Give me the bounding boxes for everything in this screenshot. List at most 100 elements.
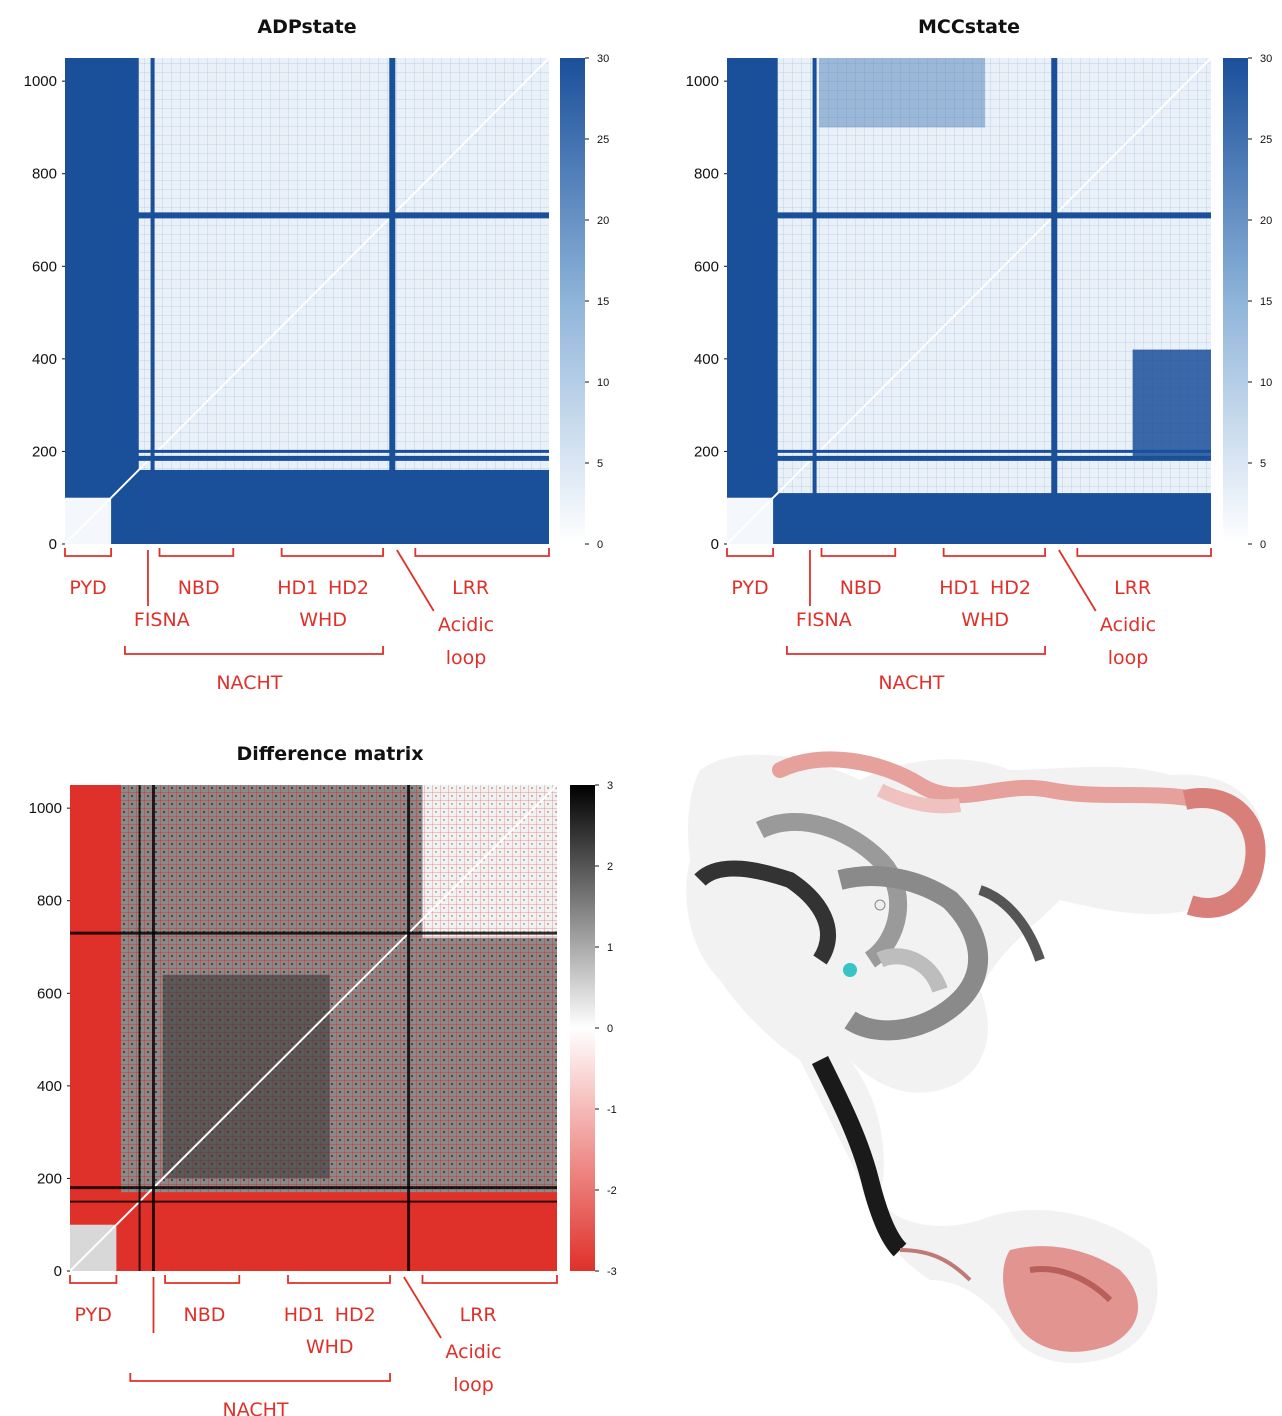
domain-label-pyd: PYD bbox=[69, 577, 106, 599]
colorbar-tick-label: 1 bbox=[607, 942, 613, 954]
acidic-loop-pointer bbox=[403, 1276, 442, 1339]
y-tick-label: 600 bbox=[694, 258, 719, 275]
domain-annotations: PYD NBD HD1 HD2 LRR FISNA WHD Acidic loop NACHT bbox=[64, 548, 550, 694]
heatmap-matrix bbox=[726, 57, 1212, 545]
protein-structure-cartoon bbox=[686, 751, 1266, 1364]
domain-label-acidic: Acidic bbox=[445, 1341, 501, 1363]
y-tick-label: 400 bbox=[694, 351, 719, 368]
domain-bracket bbox=[69, 1275, 118, 1284]
domain-label-fisna: FISNA bbox=[134, 609, 190, 631]
colorbar-tick-label: 20 bbox=[1260, 215, 1272, 227]
y-tick-label: 1000 bbox=[29, 800, 62, 817]
colorbar-tick-label: 10 bbox=[1260, 377, 1272, 389]
domain-bracket bbox=[280, 548, 384, 557]
domain-annotations: PYD NBD HD1 HD2 LRR WHD Acidic loop NACHT bbox=[69, 1275, 558, 1416]
domain-label-hd2: HD2 bbox=[335, 1304, 376, 1326]
heatmap-panel-3: Difference matrix 0 200 400 600 800 1000 -3 -2 -1… bbox=[29, 743, 617, 1416]
y-tick-label: 400 bbox=[32, 351, 57, 368]
colorbar-tick-label: -2 bbox=[607, 1185, 617, 1197]
colorbar-tick-label: 5 bbox=[1260, 458, 1266, 470]
y-tick-label: 800 bbox=[37, 893, 62, 910]
heatmap-matrix bbox=[64, 57, 550, 545]
domain-label-lrr: LRR bbox=[1114, 577, 1151, 599]
domain-bracket bbox=[726, 548, 774, 557]
domain-annotations: PYD NBD HD1 HD2 LRR FISNA WHD Acidic loop NACHT bbox=[726, 548, 1212, 694]
colorbar-tick-label: 0 bbox=[1260, 539, 1266, 551]
acidic-loop-pointer bbox=[1058, 549, 1097, 612]
domain-label-lrr: LRR bbox=[452, 577, 489, 599]
domain-label-pyd: PYD bbox=[731, 577, 768, 599]
y-tick-label: 800 bbox=[32, 166, 57, 183]
heatmap-panel-1: ADPstate 0 200 400 600 800 1000 0 5 10 15 20 25 30 PYD… bbox=[24, 16, 610, 694]
domain-label-hd2: HD2 bbox=[328, 577, 369, 599]
colorbar-tick-label: -3 bbox=[607, 1266, 617, 1278]
y-tick-label: 600 bbox=[37, 985, 62, 1002]
colorbar-tick-label: -1 bbox=[607, 1104, 617, 1116]
colorbar: 0 5 10 15 20 25 30 bbox=[1223, 53, 1272, 551]
chart-title: Difference matrix bbox=[237, 743, 424, 765]
domain-label-hd2: HD2 bbox=[990, 577, 1031, 599]
colorbar-tick-label: 15 bbox=[1260, 296, 1272, 308]
y-tick-label: 1000 bbox=[24, 73, 57, 90]
colorbar: 0 5 10 15 20 25 30 bbox=[560, 53, 609, 551]
y-tick-label: 0 bbox=[49, 536, 57, 553]
domain-label-nacht: NACHT bbox=[216, 672, 282, 694]
domain-label-fisna: FISNA bbox=[796, 609, 852, 631]
domain-label-acidic: Acidic bbox=[438, 614, 494, 636]
domain-bracket bbox=[129, 1373, 391, 1382]
domain-label-nbd: NBD bbox=[840, 577, 882, 599]
domain-label-hd1: HD1 bbox=[284, 1304, 325, 1326]
domain-bracket bbox=[820, 548, 897, 557]
domain-label-loop: loop bbox=[453, 1374, 494, 1396]
domain-label-lrr: LRR bbox=[460, 1304, 497, 1326]
y-tick-label: 0 bbox=[711, 536, 719, 553]
y-tick-label: 200 bbox=[32, 443, 57, 460]
colorbar-tick-label: 0 bbox=[607, 1023, 613, 1035]
domain-label-nacht: NACHT bbox=[223, 1399, 289, 1416]
domain-label-hd1: HD1 bbox=[277, 577, 318, 599]
domain-bracket bbox=[1076, 548, 1212, 557]
domain-bracket bbox=[942, 548, 1046, 557]
y-tick-label: 200 bbox=[694, 443, 719, 460]
domain-label-nacht: NACHT bbox=[878, 672, 944, 694]
domain-bracket bbox=[414, 548, 550, 557]
domain-label-hd1: HD1 bbox=[939, 577, 980, 599]
colorbar-tick-label: 2 bbox=[607, 861, 613, 873]
colorbar-tick-label: 30 bbox=[1260, 53, 1272, 65]
y-tick-label: 600 bbox=[32, 258, 57, 275]
colorbar: -3 -2 -1 0 1 2 3 bbox=[570, 780, 617, 1278]
domain-label-acidic: Acidic bbox=[1100, 614, 1156, 636]
y-tick-label: 1000 bbox=[686, 73, 719, 90]
colorbar-tick-label: 10 bbox=[597, 377, 609, 389]
colorbar-tick-label: 15 bbox=[597, 296, 609, 308]
colorbar-tick-label: 25 bbox=[597, 134, 609, 146]
colorbar-tick-label: 20 bbox=[597, 215, 609, 227]
heatmap-matrix bbox=[69, 784, 558, 1272]
domain-bracket bbox=[124, 646, 384, 655]
chart-title: MCCstate bbox=[918, 16, 1020, 38]
y-tick-label: 0 bbox=[54, 1263, 62, 1280]
acidic-loop-pointer bbox=[396, 549, 435, 612]
domain-bracket bbox=[786, 646, 1046, 655]
domain-label-nbd: NBD bbox=[178, 577, 220, 599]
domain-bracket bbox=[421, 1275, 558, 1284]
domain-label-loop: loop bbox=[1108, 647, 1149, 669]
y-tick-label: 200 bbox=[37, 1170, 62, 1187]
domain-label-whd: WHD bbox=[961, 609, 1009, 631]
y-tick-label: 800 bbox=[694, 166, 719, 183]
domain-bracket bbox=[164, 1275, 241, 1284]
colorbar-tick-label: 25 bbox=[1260, 134, 1272, 146]
domain-label-pyd: PYD bbox=[75, 1304, 112, 1326]
domain-bracket bbox=[158, 548, 235, 557]
domain-label-nbd: NBD bbox=[184, 1304, 226, 1326]
domain-label-whd: WHD bbox=[299, 609, 347, 631]
colorbar-tick-label: 30 bbox=[597, 53, 609, 65]
domain-label-whd: WHD bbox=[306, 1336, 354, 1358]
domain-bracket bbox=[64, 548, 112, 557]
colorbar-tick-label: 3 bbox=[607, 780, 613, 792]
colorbar-tick-label: 0 bbox=[597, 539, 603, 551]
colorbar-tick-label: 5 bbox=[597, 458, 603, 470]
domain-label-loop: loop bbox=[446, 647, 487, 669]
heatmap-panel-2: MCCstate 0 200 400 600 800 1000 0 5 10 15 20 25 30 PYD… bbox=[686, 16, 1273, 694]
